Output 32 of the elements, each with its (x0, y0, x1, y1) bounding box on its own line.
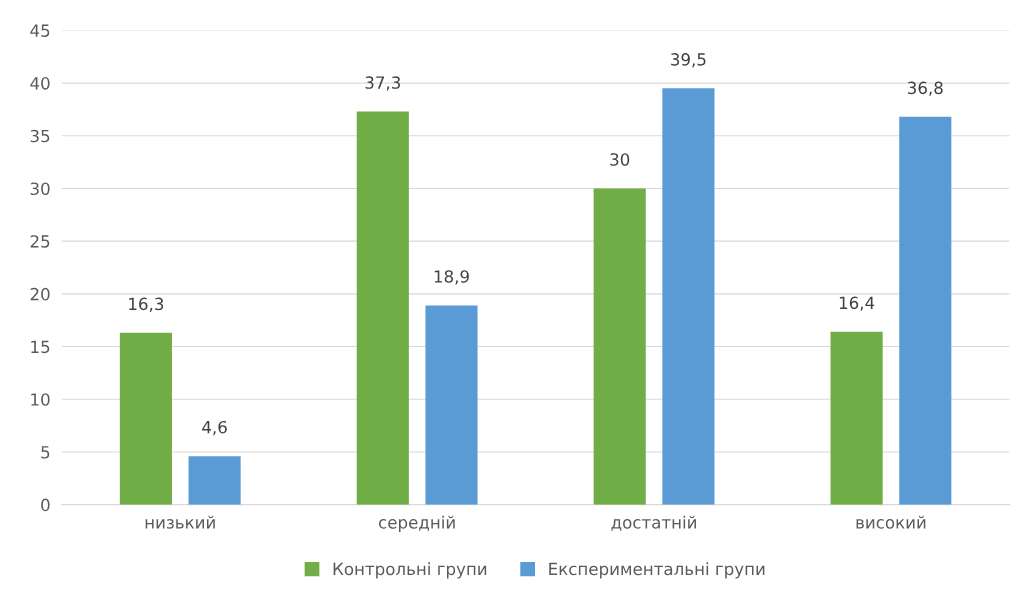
data-label: 16,3 (129, 297, 164, 312)
y-tick-label: 40 (30, 77, 50, 90)
y-tick-label: 45 (30, 24, 50, 37)
legend-label: Експериментальні групи (549, 562, 765, 579)
legend-label: Контрольні групи (333, 562, 487, 579)
x-tick-label: низький (145, 515, 215, 529)
bar (662, 88, 715, 505)
data-label: 39,5 (671, 53, 706, 68)
data-label: 30 (610, 153, 630, 166)
y-tick-label: 15 (31, 340, 50, 354)
x-tick-label: високий (856, 515, 926, 529)
data-label: 37,3 (365, 76, 401, 91)
data-label: 4,6 (202, 420, 227, 436)
bar (356, 111, 409, 505)
y-tick-label: 30 (30, 182, 50, 196)
data-label: 18,9 (434, 270, 469, 285)
y-tick-label: 0 (41, 498, 50, 512)
y-tick-label: 5 (41, 446, 50, 459)
y-tick-label: 35 (30, 129, 50, 143)
y-tick-label: 25 (30, 235, 50, 248)
data-label: 36,8 (908, 81, 943, 96)
bar (425, 305, 478, 505)
x-tick-label: достатній (611, 515, 696, 531)
x-tick-label: середній (379, 515, 455, 532)
bar (593, 188, 646, 505)
bar (830, 331, 883, 505)
data-label: 16,4 (839, 296, 875, 311)
bar (899, 116, 952, 505)
y-tick-label: 20 (30, 287, 50, 301)
bar (119, 332, 172, 505)
bar (188, 456, 241, 505)
y-tick-label: 10 (31, 393, 50, 406)
